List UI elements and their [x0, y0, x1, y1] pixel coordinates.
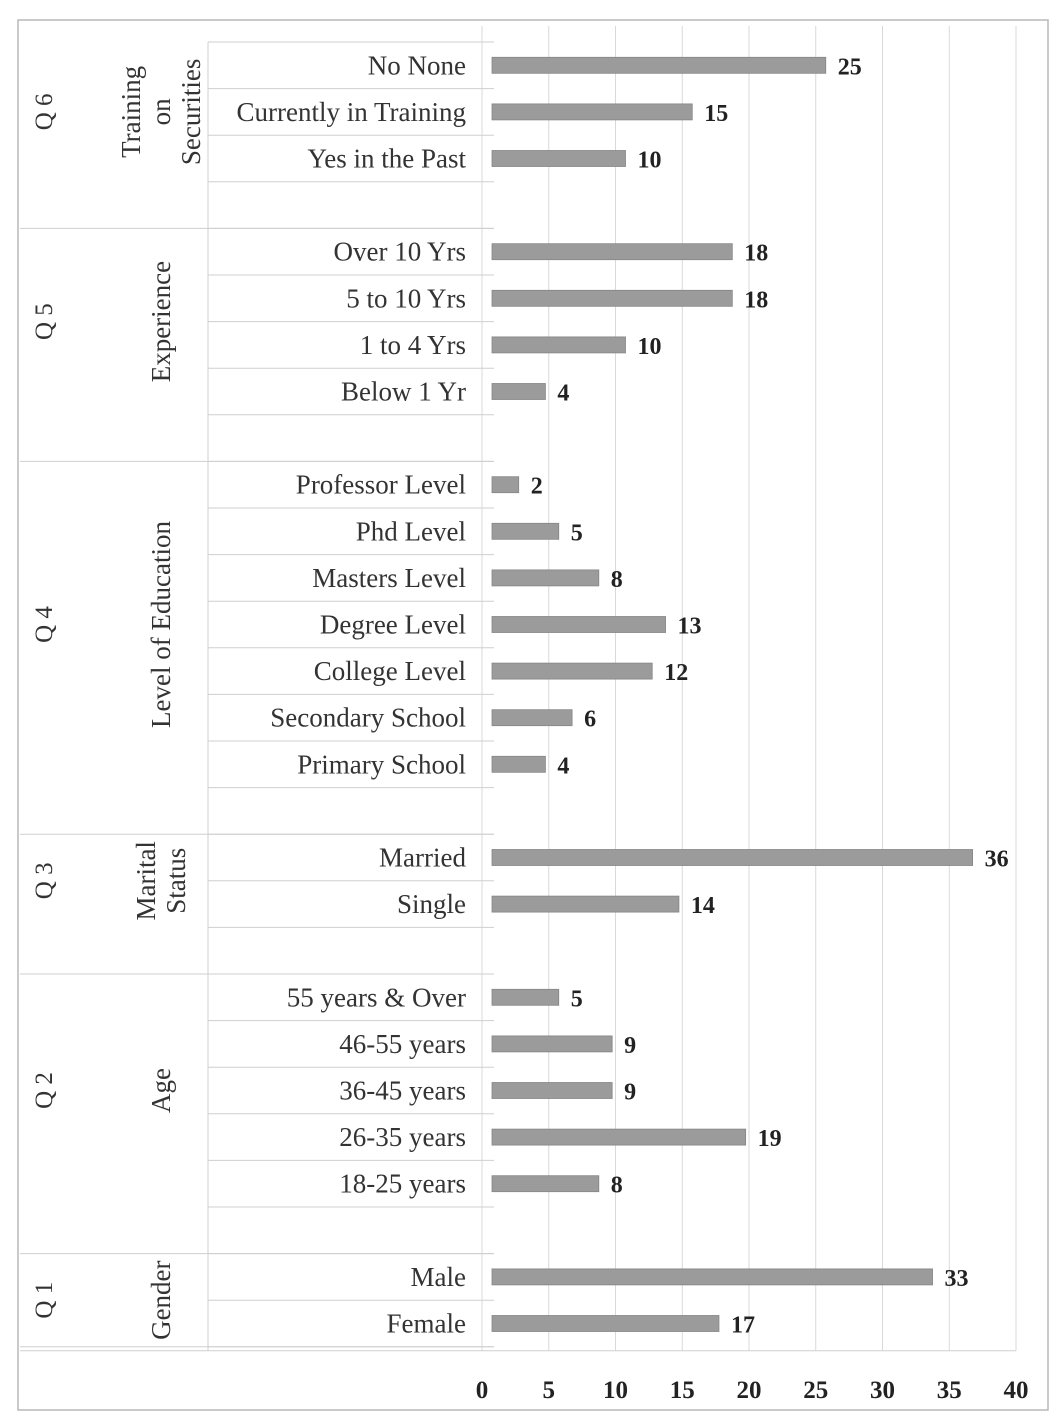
x-tick-label: 5: [543, 1377, 556, 1404]
bar: [491, 56, 827, 74]
bar-value-label: 10: [638, 334, 662, 360]
category-label: Professor Level: [296, 470, 466, 500]
bar-value-label: 4: [557, 753, 569, 779]
bar: [491, 1175, 600, 1193]
bar-value-label: 19: [758, 1126, 782, 1152]
chart-frame: [17, 19, 1049, 1411]
bar-value-label: 36: [985, 847, 1009, 873]
category-label: Masters Level: [312, 563, 466, 593]
group-title: Securities: [176, 59, 206, 165]
question-label: Q 6: [31, 93, 58, 130]
bar-value-label: 2: [531, 474, 543, 500]
category-label: Secondary School: [270, 703, 466, 733]
group-title: Training: [116, 66, 146, 158]
bar-value-label: 14: [691, 893, 715, 919]
x-tick-label: 30: [870, 1377, 895, 1404]
category-label: Yes in the Past: [307, 144, 466, 174]
bar-value-label: 17: [731, 1313, 755, 1339]
question-label: Q 2: [31, 1072, 58, 1109]
question-label: Q 3: [31, 862, 58, 899]
bar: [491, 103, 693, 121]
bar-value-label: 8: [611, 567, 623, 593]
bar: [491, 1082, 613, 1099]
x-tick-label: 10: [603, 1377, 628, 1404]
bar-value-label: 25: [838, 54, 862, 80]
bar-value-label: 12: [664, 660, 688, 686]
bar: [491, 1035, 613, 1053]
category-label: Primary School: [297, 749, 466, 779]
bar-value-label: 9: [624, 1033, 636, 1059]
category-label: 46-55 years: [339, 1029, 466, 1059]
category-label: Phd Level: [356, 516, 466, 546]
category-label: 1 to 4 Yrs: [360, 330, 466, 360]
x-tick-label: 20: [737, 1377, 762, 1404]
question-label: Q 1: [31, 1282, 58, 1319]
bar: [491, 476, 520, 494]
group-title: Age: [146, 1068, 176, 1113]
x-tick-label: 0: [476, 1377, 489, 1404]
bar: [491, 569, 600, 587]
category-label: Below 1 Yr: [341, 377, 466, 407]
x-tick-label: 40: [1004, 1377, 1029, 1404]
bar: [491, 1128, 747, 1146]
bar-value-label: 6: [584, 707, 596, 733]
bar: [491, 755, 546, 773]
question-label: Q 5: [31, 303, 58, 340]
category-label: 36-45 years: [339, 1076, 466, 1106]
bar: [491, 616, 666, 633]
x-tick-label: 35: [937, 1377, 962, 1404]
bar-value-label: 18: [744, 287, 768, 313]
bar-value-label: 5: [571, 520, 583, 546]
bar: [491, 289, 733, 307]
group-title: Gender: [146, 1260, 176, 1339]
bar: [491, 662, 653, 680]
bar-value-label: 33: [945, 1266, 969, 1292]
bar: [491, 383, 546, 400]
group-title: Experience: [146, 261, 176, 382]
x-tick-label: 15: [670, 1377, 695, 1404]
category-label: Degree Level: [320, 610, 466, 640]
bar: [491, 895, 680, 913]
bar: [491, 709, 573, 727]
bar-value-label: 9: [624, 1080, 636, 1106]
bar-value-label: 5: [571, 986, 583, 1012]
category-label: 18-25 years: [339, 1169, 466, 1199]
category-label: College Level: [314, 656, 466, 686]
group-title: on: [146, 98, 176, 126]
category-label: Single: [397, 889, 466, 919]
category-label: 55 years & Over: [287, 982, 466, 1012]
group-title: Status: [161, 848, 191, 914]
bar: [491, 849, 974, 866]
bar: [491, 243, 733, 261]
category-label: Female: [387, 1309, 466, 1339]
category-label: Married: [379, 843, 466, 873]
question-label: Q 4: [31, 606, 58, 643]
bar-value-label: 13: [678, 614, 702, 640]
category-label: 5 to 10 Yrs: [346, 283, 466, 313]
category-label: Over 10 Yrs: [334, 237, 466, 267]
bar-value-label: 15: [704, 101, 728, 127]
category-label: Currently in Training: [236, 97, 466, 127]
category-label: 26-35 years: [339, 1122, 466, 1152]
bar: [491, 522, 560, 540]
x-tick-label: 25: [803, 1377, 828, 1404]
bar: [491, 336, 626, 354]
bar: [491, 988, 560, 1006]
group-title: Level of Education: [146, 521, 176, 728]
bar: [491, 1315, 720, 1332]
bar-value-label: 10: [638, 148, 662, 174]
category-label: Male: [411, 1262, 466, 1292]
bar: [491, 1268, 933, 1286]
group-title: Marital: [131, 841, 161, 920]
bar-value-label: 18: [744, 241, 768, 267]
bar: [491, 150, 626, 167]
bar-value-label: 4: [557, 381, 569, 407]
bar-value-label: 8: [611, 1173, 623, 1199]
category-label: No None: [368, 50, 466, 80]
